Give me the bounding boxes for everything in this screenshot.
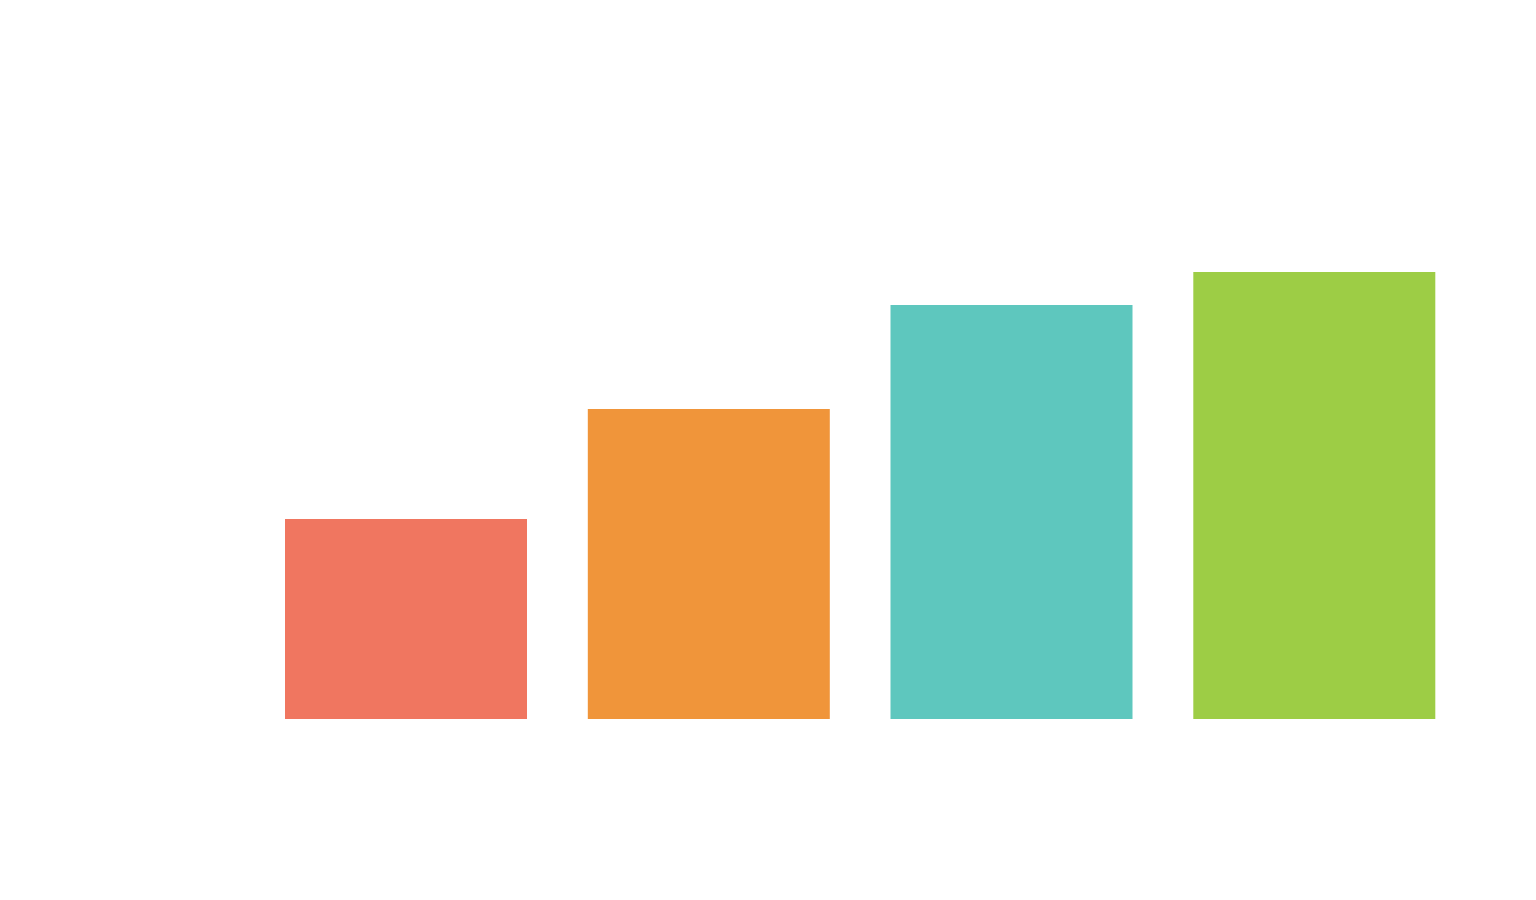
bar-3 [890,305,1133,719]
bars-layer [285,272,1436,719]
bar-4 [1193,272,1436,719]
bar-1 [285,519,527,719]
bar-2 [587,409,830,719]
